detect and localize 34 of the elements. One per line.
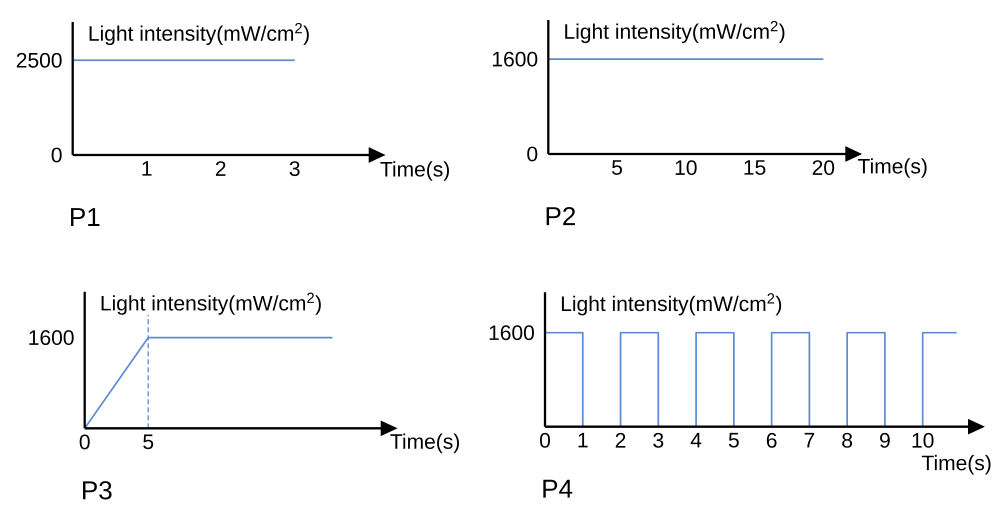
y-tick-label: 2500 xyxy=(16,52,62,68)
text: P1 xyxy=(71,208,100,226)
y-axis-title: Light intensity(mW/cm$^{2}$) xyxy=(102,292,321,315)
x-tick-label: 1 xyxy=(578,432,588,448)
x-tick-label: 4 xyxy=(690,432,702,448)
x-tick-label: 7 xyxy=(804,432,814,448)
x-tick-label: 20 xyxy=(812,160,834,176)
x-tick-label: 5 xyxy=(728,432,739,448)
x-tick-label: 15 xyxy=(744,160,766,175)
x-axis-title: Time(s) xyxy=(380,161,449,181)
text: P2 xyxy=(546,206,576,226)
x-tick-label: 10 xyxy=(912,432,934,448)
x-tick-label: 8 xyxy=(842,432,852,448)
x-tick-label: 3 xyxy=(653,432,664,448)
x-tick-label: 3 xyxy=(290,161,300,176)
text: P3 xyxy=(83,481,112,500)
x-tick-label: 6 xyxy=(766,432,777,448)
text: 1600 xyxy=(29,330,74,346)
text: P4 xyxy=(543,480,572,498)
x-tick-label: 1 xyxy=(142,161,152,176)
y-axis-title: Light intensity(mW/cm$^{2}$) xyxy=(90,22,309,46)
x-tick-label: 2 xyxy=(216,161,226,176)
x-axis-title: Time(s) xyxy=(858,158,927,178)
y-axis-title: Light intensity(mW/cm$^{2}$) xyxy=(565,20,784,44)
y-axis-title: Light intensity(mW/cm$^{2}$) xyxy=(562,293,782,316)
x-tick-label: 2 xyxy=(616,432,626,448)
x-axis-title: Time(s) xyxy=(922,454,991,474)
x-tick-label: 0 xyxy=(80,434,90,450)
x-tick-label: 0 xyxy=(540,432,550,448)
x-tick-label: 5 xyxy=(612,160,622,175)
x-axis-title: Time(s) xyxy=(390,434,459,454)
x-tick-label: 5 xyxy=(143,434,154,450)
x-tick-label: 9 xyxy=(880,432,890,448)
x-tick-label: 10 xyxy=(676,160,697,176)
